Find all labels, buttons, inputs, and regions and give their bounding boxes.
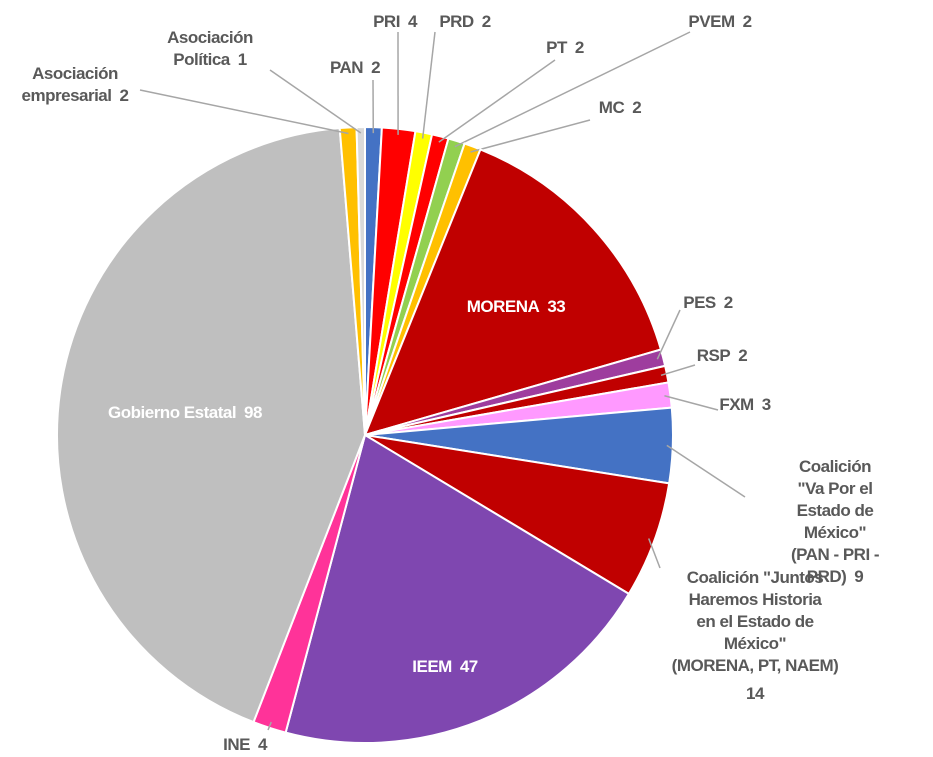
category-name: PAN xyxy=(329,58,364,77)
pie-slice xyxy=(355,125,366,436)
category-name: IEEM xyxy=(412,657,452,676)
slice-label: Asociación Política 1 xyxy=(167,27,253,71)
slice-value: 2 xyxy=(371,58,381,77)
leader-line xyxy=(139,89,349,135)
pie-slice xyxy=(363,148,663,437)
category-name: Coalición "Va Por el Estado de México" (… xyxy=(790,457,880,586)
slice-label: INE 4 xyxy=(223,734,267,756)
slice-value: 47 xyxy=(459,657,478,676)
slice-value: 14 xyxy=(746,684,764,703)
leader-line xyxy=(267,721,272,731)
slice-value: 2 xyxy=(481,12,491,31)
category-name: Asociación empresarial xyxy=(21,64,119,105)
slice-label: PES 2 xyxy=(683,292,733,314)
leader-line xyxy=(666,444,746,498)
slice-label: PVEM 2 xyxy=(688,11,752,33)
slice-value: 9 xyxy=(854,567,864,586)
category-name: PVEM xyxy=(688,12,735,31)
leader-line xyxy=(660,364,696,377)
slice-value: 3 xyxy=(761,395,771,414)
category-name: MORENA xyxy=(466,297,540,316)
slice-label: PT 2 xyxy=(546,37,584,59)
slice-label: Coalición "Juntos Haremos Historia en el… xyxy=(672,567,839,705)
slice-value: 2 xyxy=(738,346,748,365)
leader-line xyxy=(664,395,719,411)
slice-label: PRI 4 xyxy=(373,11,417,33)
slice-value: 4 xyxy=(407,12,417,31)
category-name: PRD xyxy=(439,12,474,31)
leader-line xyxy=(269,69,362,134)
pie-slice xyxy=(364,434,671,596)
pie-slice xyxy=(56,126,367,724)
category-name: FXM xyxy=(719,395,754,414)
slice-value: 1 xyxy=(237,50,247,69)
category-name: INE xyxy=(223,735,250,754)
slice-label: Asociación empresarial 2 xyxy=(22,63,129,107)
leader-line xyxy=(421,31,436,139)
leader-line xyxy=(656,309,681,360)
leader-line xyxy=(454,31,691,148)
leader-line xyxy=(438,59,556,143)
leader-line xyxy=(648,538,661,569)
category-name: PES xyxy=(683,293,716,312)
slice-label: Coalición "Va Por el Estado de México" (… xyxy=(786,456,884,588)
slice-label: PRD 2 xyxy=(439,11,491,33)
category-name: MC xyxy=(598,98,625,117)
slice-label: Gobierno Estatal 98 xyxy=(108,402,262,424)
leader-line xyxy=(470,119,591,153)
slice-value: 2 xyxy=(574,38,584,57)
slice-value: 2 xyxy=(119,86,129,105)
slice-label: FXM 3 xyxy=(719,394,771,416)
slice-label: RSP 2 xyxy=(696,345,748,367)
category-name: RSP xyxy=(696,346,731,365)
category-name: Coalición "Juntos Haremos Historia en el… xyxy=(671,568,839,675)
slice-value: 2 xyxy=(632,98,642,117)
slice-value: 33 xyxy=(547,297,566,316)
slice-label: MC 2 xyxy=(598,97,642,119)
slice-label: PAN 2 xyxy=(329,57,381,79)
slice-label: IEEM 47 xyxy=(412,656,478,678)
slice-value: 2 xyxy=(723,293,733,312)
slice-value: 98 xyxy=(244,403,262,422)
category-name: PT xyxy=(546,38,567,57)
slice-label: MORENA 33 xyxy=(466,296,566,318)
slice-value: 4 xyxy=(257,735,267,754)
category-name: PRI xyxy=(373,12,400,31)
category-name: Gobierno Estatal xyxy=(108,403,237,422)
slice-value: 2 xyxy=(742,12,752,31)
pie-slice xyxy=(284,433,631,744)
category-name: Asociación Política xyxy=(167,28,253,69)
